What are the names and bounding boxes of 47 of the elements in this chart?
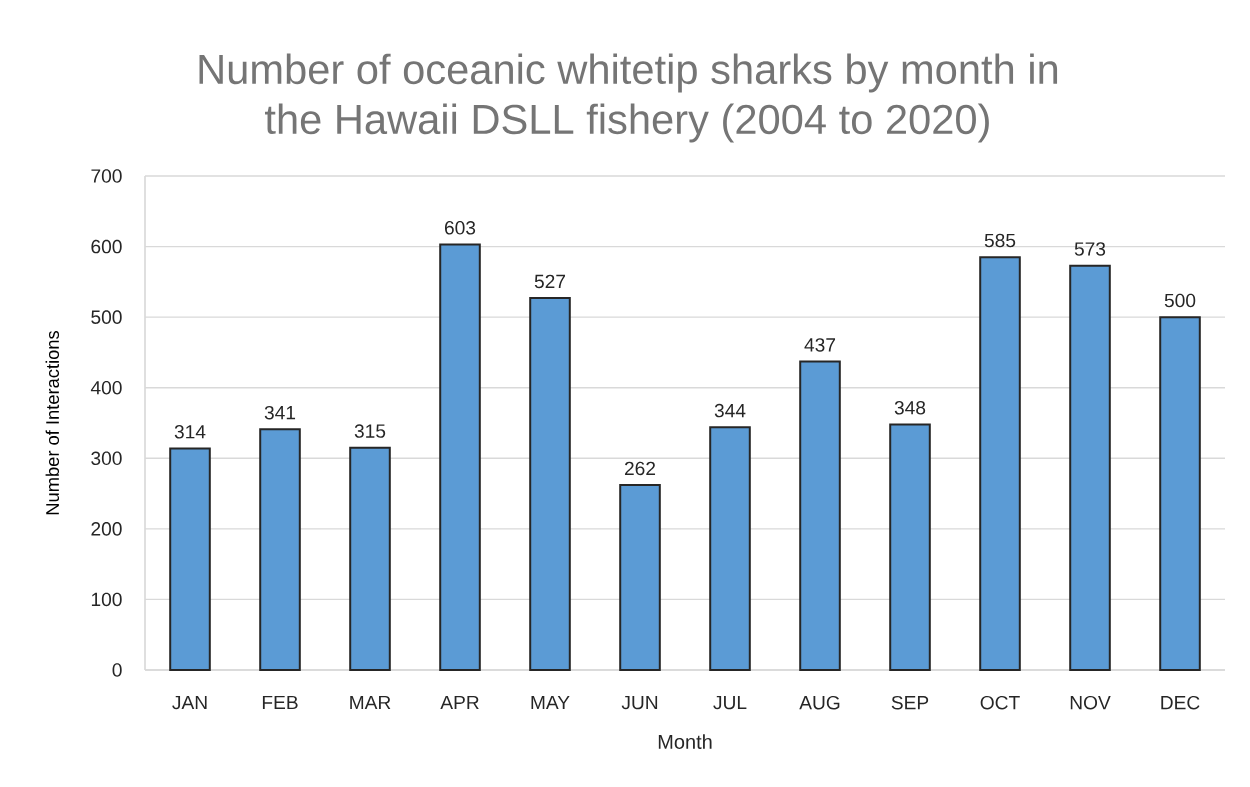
bar (439, 243, 481, 671)
data-label: 262 (624, 461, 656, 476)
x-tick-label: DEC (1161, 695, 1200, 710)
bar (619, 484, 661, 671)
data-label: 603 (444, 221, 476, 235)
bar (979, 256, 1021, 671)
bar (709, 426, 751, 671)
y-tick-label: 100 (91, 592, 122, 607)
y-axis-title: Number of Interactions (45, 330, 60, 515)
x-axis-title: Month (658, 734, 712, 749)
x-tick-label: JUL (713, 695, 747, 710)
bar (259, 428, 301, 671)
bar (799, 360, 841, 671)
x-tick-label: NOV (1070, 695, 1111, 710)
bar (1069, 264, 1111, 671)
y-tick-label: 200 (91, 522, 122, 536)
data-label: 315 (354, 424, 386, 438)
y-tick-label: 400 (90, 380, 122, 395)
x-tick-label: FEB (262, 695, 298, 710)
bar (889, 423, 931, 671)
x-tick-label: AUG (799, 695, 840, 710)
data-label: 344 (714, 403, 746, 418)
y-tick-label: 300 (91, 451, 122, 466)
y-tick-label: 700 (91, 169, 122, 183)
x-tick-label: OCT (980, 695, 1020, 710)
y-tick-label: 500 (91, 310, 122, 324)
bar (169, 447, 211, 671)
bar (529, 297, 571, 671)
chart-title: Number of oceanic whitetip sharks by month in the Hawaii DSLL fishery (2004 to 2020) (199, 53, 1058, 143)
data-label: 314 (174, 424, 206, 439)
bar (349, 446, 391, 671)
data-label: 500 (1164, 293, 1196, 308)
x-tick-label: MAY (531, 695, 570, 710)
x-tick-label: JUN (621, 695, 658, 710)
y-tick-label: 600 (91, 239, 122, 254)
data-label: 341 (264, 405, 296, 420)
data-label: 573 (1074, 242, 1106, 256)
x-tick-label: SEP (891, 695, 929, 710)
data-label: 585 (984, 233, 1016, 248)
x-tick-label: APR (440, 695, 479, 710)
bar (1159, 316, 1201, 671)
data-label: 348 (894, 400, 926, 415)
y-tick-label: 0 (112, 663, 122, 677)
x-tick-label: JAN (172, 695, 207, 710)
x-tick-label: MAR (350, 695, 391, 710)
data-label: 437 (804, 338, 836, 352)
data-label: 527 (534, 274, 566, 289)
